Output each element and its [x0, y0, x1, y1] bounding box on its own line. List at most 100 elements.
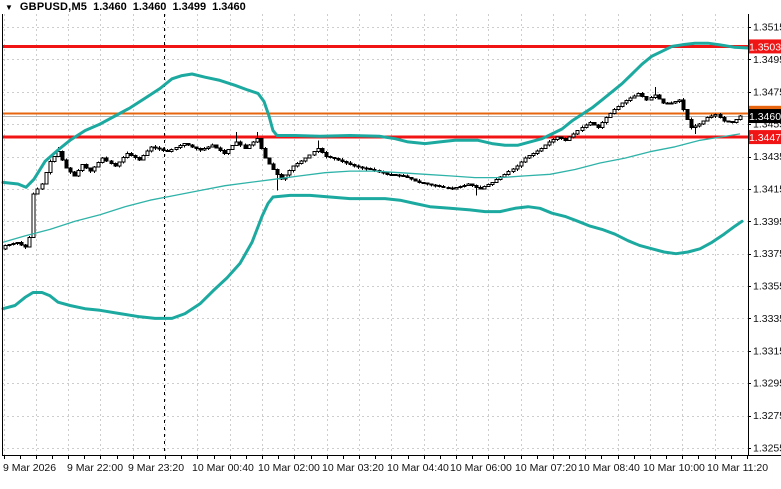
time-axis[interactable]: 9 Mar 2026 9 Mar 22:00 9 Mar 23:20 10 Mar 0… — [3, 456, 768, 474]
candle-bearish — [161, 148, 166, 151]
time-axis-label: 10 Mar 08:40 — [578, 462, 640, 474]
candle-bearish — [478, 186, 483, 190]
candle-bearish — [360, 166, 365, 169]
candle-bullish — [458, 185, 463, 189]
candle-bearish — [88, 167, 93, 172]
candle-bullish — [251, 141, 256, 146]
candle-bullish — [673, 100, 678, 104]
level-lines-layer — [2, 44, 748, 139]
price-axis-label: 1.3515 — [753, 22, 781, 34]
candle-bullish — [100, 157, 105, 163]
price-axis-label: 1.3255 — [753, 442, 781, 454]
candle-bullish — [612, 109, 617, 115]
candle-bullish — [531, 152, 536, 157]
candle-bearish — [186, 143, 191, 146]
candle-bearish — [194, 146, 199, 149]
candle-bullish — [665, 102, 670, 105]
time-axis-label: 9 Mar 23:20 — [128, 462, 184, 474]
candle-bullish — [535, 150, 540, 154]
candle-bearish — [559, 136, 564, 140]
candle-bullish — [226, 149, 231, 154]
candle-bullish — [519, 161, 524, 167]
candle-bullish — [125, 152, 130, 159]
time-axis-label: 9 Mar 2026 — [3, 462, 56, 474]
candle-bullish — [624, 100, 629, 104]
candle-bearish — [389, 173, 394, 176]
resistance-price-tag — [749, 39, 781, 54]
bollinger-layer — [1, 41, 750, 320]
candle-bullish — [48, 160, 53, 174]
candle-bullish — [523, 157, 528, 163]
candle-bearish — [413, 178, 418, 182]
quote-low: 1.3499 — [172, 1, 207, 13]
candle-bullish — [738, 115, 743, 120]
candle-bullish — [539, 147, 544, 152]
candle-bearish — [214, 144, 219, 149]
candle-bearish — [137, 157, 142, 161]
candle-bullish — [80, 164, 85, 171]
candle-bearish — [644, 96, 649, 101]
price-axis-label: 1.3315 — [753, 345, 781, 357]
candle-bearish — [689, 118, 694, 128]
candle-bearish — [730, 121, 735, 124]
symbol-dropdown-icon[interactable]: ▼ — [5, 2, 13, 12]
candle-bearish — [657, 94, 662, 100]
current-bid-price-tag — [749, 109, 781, 124]
candle-bearish — [84, 164, 89, 169]
candle-bullish — [600, 122, 605, 128]
candle-bearish — [718, 113, 723, 119]
candle-bearish — [72, 171, 77, 177]
candle-bullish — [620, 102, 625, 107]
candle-bullish — [230, 145, 235, 151]
candle-bullish — [632, 95, 637, 99]
candle-bullish — [307, 154, 312, 159]
candle-bearish — [104, 157, 109, 162]
price-axis[interactable]: 1.35151.34951.34751.34551.34351.34151.33… — [748, 22, 781, 455]
candle-bearish — [722, 117, 727, 122]
candle-bearish — [397, 174, 402, 177]
candle-bullish — [255, 138, 260, 143]
candle-bearish — [320, 147, 325, 153]
candle-bullish — [291, 165, 296, 172]
candle-bearish — [364, 167, 369, 170]
candle-bullish — [628, 97, 633, 102]
candle-bearish — [19, 241, 24, 246]
candle-bullish — [303, 157, 308, 162]
time-axis-label: 10 Mar 03:20 — [322, 462, 384, 474]
candle-bullish — [3, 245, 8, 250]
candle-bullish — [299, 160, 304, 165]
time-axis-label: 10 Mar 10:00 — [643, 462, 705, 474]
candle-bullish — [527, 155, 532, 159]
candle-bullish — [734, 118, 739, 124]
price-axis-label: 1.3435 — [753, 151, 781, 163]
candle-bearish — [640, 92, 645, 98]
candle-bullish — [15, 241, 20, 244]
candle-bearish — [474, 185, 479, 188]
candle-bearish — [340, 159, 345, 162]
candle-bullish — [494, 179, 499, 183]
support-price-tag — [749, 130, 781, 145]
candle-bearish — [113, 163, 118, 167]
candle-bullish — [234, 141, 239, 147]
candle-bearish — [133, 154, 138, 159]
candle-bullish — [178, 145, 183, 149]
time-axis-label: 10 Mar 04:40 — [387, 462, 449, 474]
candle-bearish — [685, 109, 690, 120]
price-axis-label: 1.3355 — [753, 281, 781, 293]
candle-bearish — [596, 124, 601, 128]
candle-bullish — [608, 113, 613, 119]
candle-bearish — [60, 151, 65, 161]
candle-bearish — [336, 158, 341, 161]
candle-bearish — [198, 147, 203, 151]
candle-bearish — [356, 165, 361, 168]
candle-bullish — [210, 144, 215, 148]
candle-bullish — [701, 120, 706, 125]
candle-bearish — [433, 184, 438, 187]
candle-bearish — [68, 167, 73, 173]
candle-bullish — [169, 149, 174, 153]
candle-bullish — [543, 144, 548, 149]
candle-bullish — [141, 154, 146, 161]
price-axis-label: 1.3295 — [753, 378, 781, 390]
